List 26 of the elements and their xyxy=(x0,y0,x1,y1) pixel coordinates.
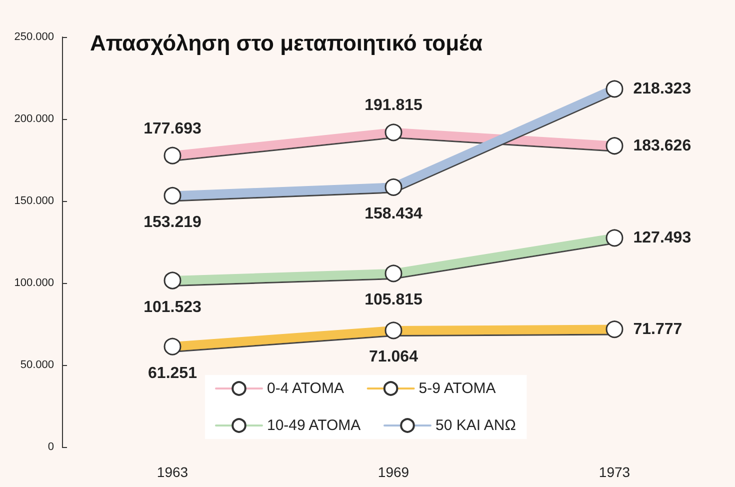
data-label: 127.493 xyxy=(633,229,692,246)
data-label: 153.219 xyxy=(144,214,202,231)
chart-title: Απασχόληση στο μεταποιητικό τομέα xyxy=(90,30,483,56)
legend-label: 5-9 ΑΤΟΜΑ xyxy=(418,380,496,397)
data-label: 101.523 xyxy=(144,298,202,316)
data-label: 218.323 xyxy=(633,80,692,98)
legend-label: 10-49 ΑΤΟΜΑ xyxy=(267,417,361,434)
data-label: 177.693 xyxy=(144,120,202,138)
data-label: 61.251 xyxy=(148,364,198,382)
data-label: 71.064 xyxy=(369,348,418,366)
y-tick-label: 0 xyxy=(48,441,54,453)
legend-label: 50 ΚΑΙ ΑΝΩ xyxy=(435,417,516,434)
legend-label: 0-4 ΑΤΟΜΑ xyxy=(267,380,344,397)
y-tick-label: 200.000 xyxy=(14,113,54,125)
y-tick-label: 250.000 xyxy=(14,31,54,43)
y-tick-label: 50.000 xyxy=(20,359,54,371)
data-label: 105.815 xyxy=(364,292,423,309)
data-label: 71.777 xyxy=(633,320,682,338)
data-label: 183.626 xyxy=(633,137,692,154)
data-label: 158.434 xyxy=(364,205,423,222)
x-tick-label: 1973 xyxy=(598,464,630,480)
x-tick-label: 1969 xyxy=(378,464,410,480)
y-tick-label: 150.000 xyxy=(14,195,54,207)
x-tick-label: 1963 xyxy=(156,464,188,480)
data-label: 191.815 xyxy=(364,97,423,114)
y-tick-label: 100.000 xyxy=(14,277,54,289)
